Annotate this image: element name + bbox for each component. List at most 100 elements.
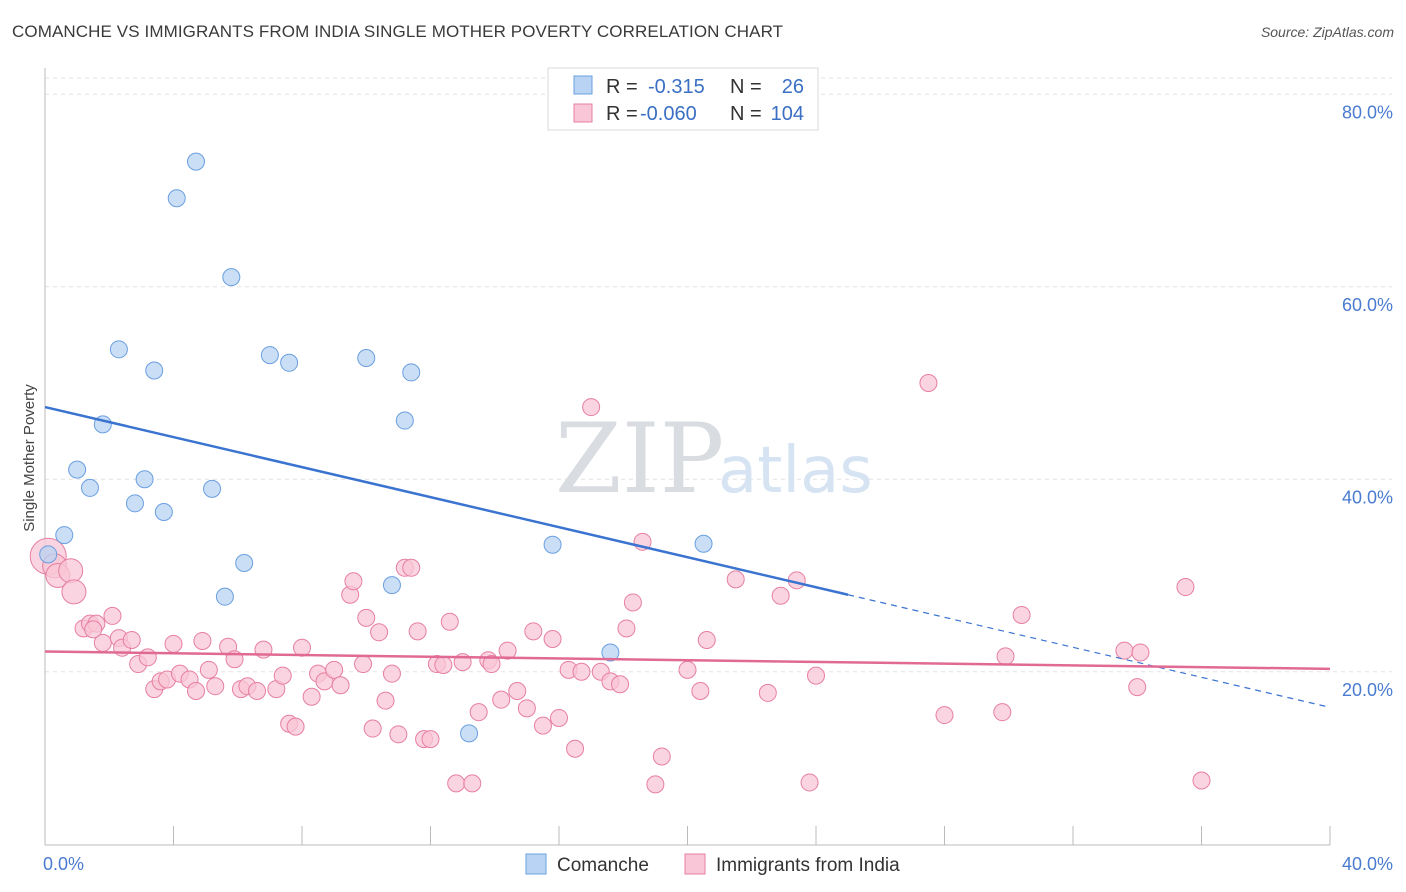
india-point-72 [566,739,585,758]
india-point-93 [935,706,954,725]
india-point-22 [193,631,212,650]
india-point-40 [331,676,350,695]
india-point-77 [611,675,630,694]
comanche-point-18 [357,348,376,367]
comanche-point-20 [395,411,414,430]
india-point-84 [691,682,710,700]
comanche-point-25 [694,534,713,553]
axes [44,68,1331,846]
india-point-55 [434,656,453,675]
india-point-103 [354,655,373,674]
watermark-zip: ZIP [555,403,724,515]
india-point-53 [421,730,440,749]
india-point-45 [370,623,389,642]
comanche-point-14 [222,268,241,287]
india-point-21 [186,682,205,700]
india-point-48 [389,725,408,744]
india-point-67 [524,622,543,641]
india-point-79 [623,593,642,612]
india-point-78 [617,619,636,638]
india-point-100 [1176,578,1195,597]
comanche-point-0 [39,545,58,564]
india-point-29 [248,682,267,700]
x-tick-label-0: 0.0% [43,854,84,874]
india-point-90 [800,773,819,792]
india-point-83 [678,660,697,679]
india-point-35 [293,638,311,657]
legend-swatch-india [573,103,593,123]
comanche-point-22 [460,724,479,743]
india-point-95 [996,647,1015,666]
y-tick-label-2: 60.0% [1342,295,1393,315]
india-point-60 [469,703,488,722]
comanche-point-6 [125,494,144,513]
india-point-62 [482,655,501,674]
india-point-34 [286,717,305,736]
legend-r-value-1: -0.315 [648,76,705,98]
legend-n-label-1: N = [730,76,762,98]
watermark: ZIP atlas [555,403,873,515]
comanche-point-5 [109,340,128,359]
legend-n-value-2: 104 [771,103,804,125]
india-point-42 [344,572,363,591]
legend-n-label-2: N = [730,103,762,125]
india-point-99 [1131,643,1150,662]
x-tick-label-1: 40.0% [1342,854,1393,874]
comanche-point-1 [55,526,74,545]
india-point-9 [103,606,122,625]
comanche-point-9 [154,502,173,521]
comanche-point-11 [186,152,205,171]
india-point-44 [363,719,382,738]
legend-r-label-1: R = [606,76,638,98]
comanche-trend-extension [847,594,1331,708]
india-point-56 [440,612,459,631]
india-point-73 [572,662,591,681]
india-point-70 [550,708,568,727]
india-point-50 [402,558,421,577]
india-point-69 [543,630,562,649]
india-point-47 [382,664,401,683]
india-point-85 [697,630,716,649]
legend-n-value-1: 26 [782,76,804,98]
legend-r-label-2: R = [606,103,638,125]
tick-labels: 20.0% 40.0% 60.0% 80.0% 0.0% 40.0% [43,102,1393,874]
india-point-87 [758,683,777,702]
india-point-94 [993,703,1012,722]
comanche-point-7 [135,470,154,489]
series-immigrants-from-india-points [29,374,1211,794]
comanche-point-3 [80,478,99,497]
india-point-46 [376,691,395,710]
y-tick-label-0: 20.0% [1342,680,1393,700]
india-point-65 [508,682,527,700]
comanche-point-23 [543,535,562,554]
y-axis-label: Single Mother Poverty [21,384,38,532]
comanche-point-17 [280,353,299,372]
legend-swatch-comanche [573,75,593,95]
india-point-82 [652,747,671,766]
india-point-102 [84,620,103,639]
india-trend-line [44,650,1331,671]
comanche-point-13 [215,587,234,606]
india-point-97 [1115,641,1134,660]
india-point-64 [498,641,517,660]
india-point-96 [1012,605,1031,624]
india-point-51 [408,622,427,641]
source-credit: Source: ZipAtlas.com [1260,24,1394,40]
india-point-3 [58,558,84,584]
bottom-legend-swatch-india [684,853,706,875]
bottom-legend-comanche: Comanche [557,855,649,876]
comanche-point-12 [203,479,222,498]
comanche-trend-line [44,405,849,596]
comanche-point-16 [260,346,279,365]
comanche-point-21 [402,363,421,382]
bottom-legend-india: Immigrants from India [716,855,900,876]
bottom-legend: Comanche Immigrants from India [525,853,900,876]
watermark-atlas: atlas [718,434,873,508]
india-point-66 [517,699,536,718]
y-tick-label-1: 40.0% [1342,487,1393,507]
india-point-32 [273,666,292,685]
comanche-point-8 [145,361,164,380]
india-point-91 [807,666,825,685]
bottom-legend-swatch-comanche [525,853,547,875]
